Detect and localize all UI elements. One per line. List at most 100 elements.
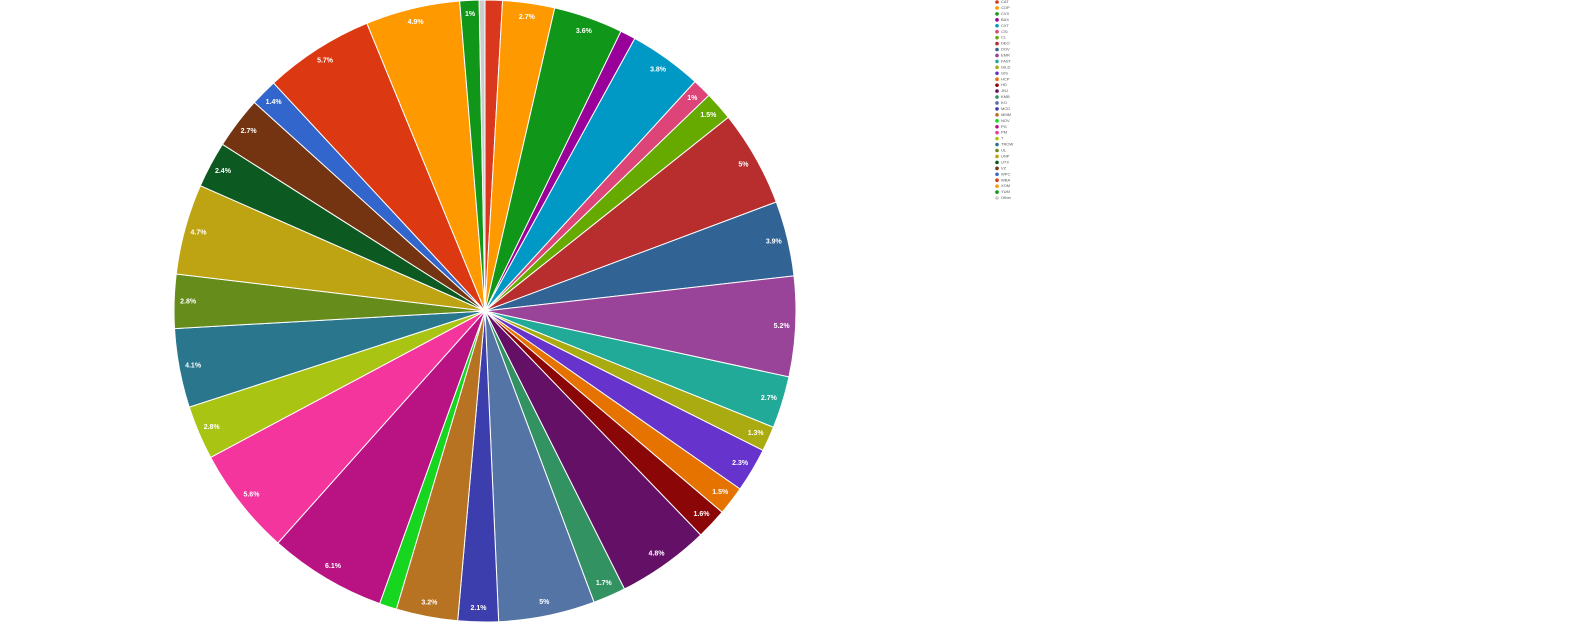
legend-marker	[995, 12, 999, 16]
slice-label: 2.7%	[241, 128, 258, 135]
legend-marker	[995, 172, 999, 177]
legend-label: HCP	[1001, 76, 1010, 81]
pie-slice	[478, 0, 486, 312]
legend-marker	[995, 101, 999, 105]
slice-label: 1.5%	[712, 489, 729, 496]
slice-label: 3.6%	[576, 28, 593, 35]
slice-label: 2.7%	[761, 395, 778, 402]
slice-label: 6.1%	[325, 563, 342, 570]
legend-marker	[995, 160, 999, 165]
legend-label: DEO	[1001, 41, 1010, 46]
legend-label: TROW	[1001, 142, 1013, 147]
legend-marker	[995, 196, 999, 200]
legend-label: Other	[1001, 195, 1012, 200]
slice-label: 2.1%	[470, 605, 487, 612]
slice-label: 5.7%	[317, 58, 334, 65]
slice-label: 1%	[465, 11, 476, 18]
legend-label: KMB	[1001, 94, 1010, 99]
slice-label: 5%	[539, 599, 550, 606]
legend-marker	[995, 130, 999, 135]
slice-label: 2.8%	[180, 299, 197, 306]
slice-label: 3.9%	[766, 239, 783, 246]
legend-label: EMR	[1001, 53, 1010, 58]
legend-marker	[995, 71, 999, 76]
slice-label: 2.8%	[204, 424, 221, 431]
legend-marker	[995, 18, 999, 22]
legend-label: XOM	[1001, 183, 1010, 188]
legend-marker	[995, 77, 999, 82]
legend-marker	[995, 95, 999, 99]
slice-label: 4.8%	[649, 550, 666, 557]
legend-label: CL	[1001, 35, 1007, 40]
legend-label: VZ	[1001, 165, 1007, 170]
legend-label: T	[1001, 136, 1004, 141]
legend-label: CXT	[1001, 23, 1010, 28]
slice-label: 1.4%	[266, 99, 283, 106]
legend-label: UNP	[1001, 154, 1010, 159]
legend-label: WBA	[1001, 177, 1010, 182]
legend-marker	[995, 148, 999, 153]
legend-label: GIS	[1001, 70, 1008, 75]
legend-label: HD	[1001, 82, 1007, 87]
legend-marker	[995, 190, 999, 194]
slice-label: 5.6%	[243, 491, 260, 498]
legend-marker	[995, 136, 999, 141]
legend-label: CSI	[1001, 29, 1008, 34]
legend-label: UTX	[1001, 159, 1009, 164]
legend-label: YUM	[1001, 189, 1010, 194]
legend-label: PM	[1001, 130, 1007, 135]
legend-label: MCD	[1001, 106, 1010, 111]
legend-marker	[995, 53, 999, 58]
legend-marker	[995, 124, 999, 129]
legend-marker	[995, 166, 999, 171]
slice-label: 2.3%	[732, 460, 749, 467]
legend-marker	[995, 41, 999, 46]
legend-label: JNJ	[1001, 88, 1008, 93]
legend-label: NOV	[1001, 118, 1010, 123]
slice-label: 1%	[687, 95, 698, 102]
legend-label: PG	[1001, 124, 1007, 129]
legend-label: WPC	[1001, 171, 1010, 176]
legend-label: GILD	[1001, 64, 1010, 69]
slice-label: 1.3%	[748, 430, 765, 437]
legend-marker	[995, 0, 999, 4]
legend-label: MMM	[1001, 112, 1011, 117]
legend-label: CAT	[1001, 0, 1009, 4]
legend-marker	[995, 23, 999, 28]
legend-marker	[995, 119, 999, 123]
legend-label: KO	[1001, 100, 1007, 105]
legend-marker	[995, 6, 999, 10]
legend-marker	[995, 107, 999, 111]
legend-marker	[995, 178, 999, 182]
slice-label: 3.8%	[650, 66, 667, 73]
legend-label: CVX	[1001, 11, 1010, 16]
slice-label: 4.1%	[185, 363, 202, 370]
legend-marker	[995, 184, 999, 188]
slice-label: 4.9%	[408, 19, 425, 26]
slice-label: 3.2%	[421, 600, 438, 607]
slice-label: 5%	[738, 162, 749, 169]
legend-label: FAST	[1001, 58, 1012, 63]
legend-marker	[995, 65, 999, 70]
legend-marker	[995, 59, 999, 64]
slice-label: 1.5%	[700, 112, 717, 119]
legend-label: UL	[1001, 148, 1007, 153]
legend-marker	[995, 154, 999, 159]
legend-label: COP	[1001, 5, 1010, 10]
slice-label: 5.2%	[774, 323, 791, 330]
legend-marker	[995, 142, 999, 147]
slice-label: 1.7%	[596, 580, 613, 587]
slice-label: 2.7%	[519, 14, 536, 21]
legend-label: BAX	[1001, 17, 1009, 22]
legend-marker	[995, 113, 999, 117]
pie-slice	[277, 310, 486, 605]
legend-marker	[995, 83, 999, 87]
slice-label: 1.6%	[694, 511, 711, 518]
legend-marker	[995, 47, 999, 52]
legend-marker	[995, 89, 999, 93]
slice-label: 4.7%	[191, 229, 208, 236]
legend-marker	[995, 29, 999, 34]
legend-label: DOV	[1001, 47, 1010, 52]
slice-label: 2.4%	[215, 168, 232, 175]
